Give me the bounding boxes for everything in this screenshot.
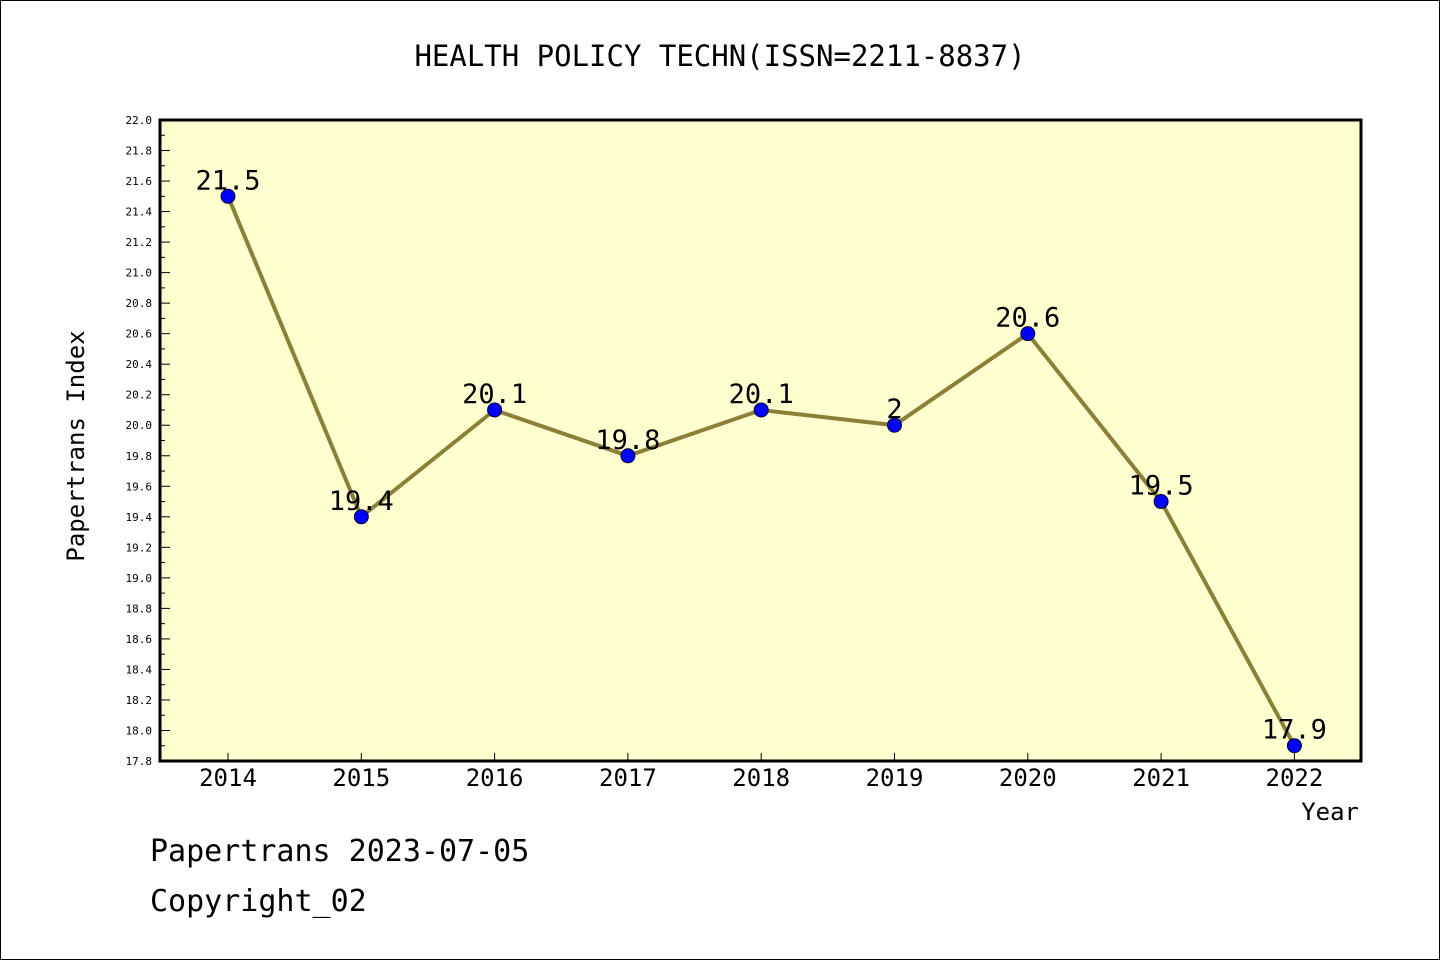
data-label: 19.4 (329, 486, 394, 517)
data-point (887, 417, 902, 433)
data-point (620, 448, 636, 464)
y-tick-label: 20.0 (126, 419, 153, 432)
y-axis: 17.8 18.0 18.2 18.4 18.6 18.8 19.0 19.2 19.4 19.6… (126, 114, 170, 768)
x-tick-label: 2016 (466, 764, 524, 792)
y-tick-label: 21.2 (126, 236, 153, 249)
x-tick-label: 2015 (332, 764, 390, 792)
data-label: 17.9 (1262, 715, 1327, 746)
y-tick-label: 20.4 (126, 358, 153, 371)
data-label: 19.5 (1129, 471, 1194, 502)
data-point (353, 509, 369, 525)
y-tick-label: 19.0 (126, 572, 153, 585)
x-tick-label: 2022 (1266, 764, 1324, 792)
footer-date: Papertrans 2023-07-05 (150, 834, 530, 869)
data-label: 20.1 (729, 379, 794, 410)
y-tick-label: 17.8 (126, 755, 153, 768)
x-tick-label: 2021 (1132, 764, 1190, 792)
data-point (1286, 738, 1302, 754)
plot-border (158, 118, 1363, 763)
data-label: 2 (886, 394, 902, 425)
data-point (220, 188, 236, 204)
y-axis-title: Papertrans Index (62, 330, 90, 561)
y-tick-label: 21.8 (126, 145, 153, 158)
y-tick-label: 19.8 (126, 450, 153, 463)
y-tick-label: 18.8 (126, 602, 153, 615)
y-tick-label: 21.4 (126, 206, 153, 219)
y-tick-label: 21.0 (126, 267, 153, 280)
data-label: 20.6 (995, 303, 1060, 334)
y-tick-label: 20.2 (126, 389, 153, 402)
data-label: 21.5 (195, 165, 260, 196)
y-tick-label: 19.6 (126, 480, 153, 493)
y-tick-label: 19.4 (126, 511, 153, 524)
data-label: 19.8 (595, 425, 660, 456)
x-tick-label: 2019 (866, 764, 924, 792)
y-tick-label: 21.6 (126, 175, 153, 188)
data-point (1153, 494, 1169, 510)
y-tick-label: 20.8 (126, 297, 153, 310)
y-tick-label: 20.6 (126, 328, 153, 341)
x-tick-label: 2014 (199, 764, 257, 792)
y-tick-label: 18.2 (126, 694, 153, 707)
x-tick-label: 2020 (999, 764, 1057, 792)
x-axis: 2014 2015 2016 2017 2018 2019 2020 2021 2022 (199, 753, 1323, 792)
y-tick-label: 19.2 (126, 541, 153, 554)
chart-title: HEALTH POLICY TECHN(ISSN=2211-8837) (414, 39, 1025, 73)
plot-area (160, 120, 1361, 761)
x-tick-label: 2017 (599, 764, 657, 792)
footer-copyright: Copyright_02 (150, 884, 367, 919)
data-point (753, 402, 769, 418)
data-point (487, 402, 503, 418)
y-tick-label: 22.0 (126, 114, 153, 127)
data-label: 20.1 (462, 379, 527, 410)
y-tick-label: 18.6 (126, 633, 153, 646)
x-tick-label: 2018 (732, 764, 790, 792)
y-tick-label: 18.0 (126, 724, 153, 737)
x-axis-title: Year (1301, 798, 1359, 826)
series-line-group: 21.5 19.4 20.1 19.8 20.1 2 20.6 19.5 17.9 (195, 165, 1327, 754)
data-point (1020, 326, 1036, 342)
y-tick-label: 18.4 (126, 663, 153, 676)
